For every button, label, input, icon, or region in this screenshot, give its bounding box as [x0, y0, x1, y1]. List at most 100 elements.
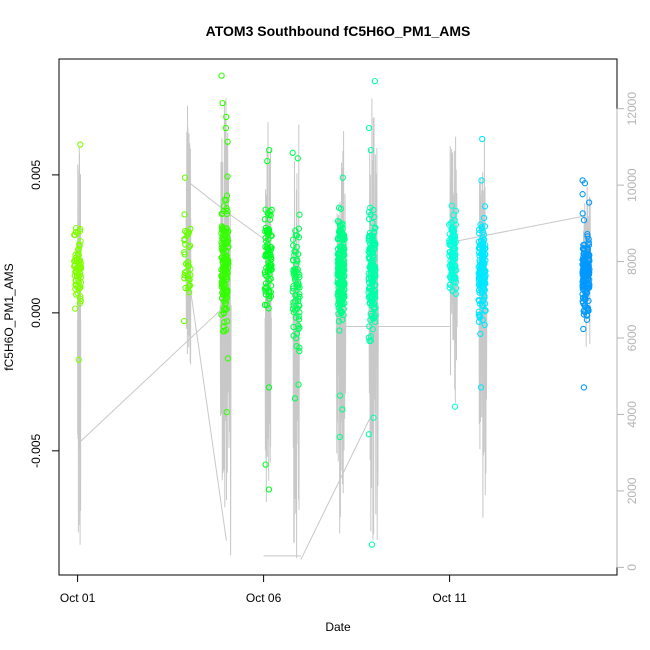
- data-point: [296, 284, 303, 291]
- y2-tick-label: 10000: [625, 168, 639, 202]
- data-point: [296, 348, 303, 355]
- data-point: [291, 252, 298, 259]
- data-point: [365, 208, 373, 216]
- data-point: [291, 274, 298, 281]
- data-point: [480, 276, 487, 283]
- axes-layer: Oct 01 Oct 06 Oct 11 -0.005 0.000 0.005 0 2000 4…: [29, 92, 639, 605]
- data-point: [367, 261, 374, 268]
- data-point: [368, 245, 376, 252]
- data-point: [477, 330, 484, 338]
- data-point: [585, 199, 593, 206]
- data-point: [480, 236, 488, 243]
- data-point: [366, 323, 373, 330]
- x-tick-label: Oct 11: [432, 591, 467, 605]
- data-point: [481, 203, 489, 210]
- data-point: [585, 261, 592, 268]
- data-point: [222, 281, 229, 289]
- data-point: [290, 285, 297, 292]
- y2-tick-label: 12000: [625, 92, 639, 126]
- data-point: [340, 232, 348, 239]
- data-point: [365, 431, 372, 438]
- data-point: [182, 284, 189, 292]
- data-point: [290, 302, 297, 309]
- y-tick-label: 0.000: [29, 298, 43, 328]
- data-point: [369, 278, 377, 285]
- data-point: [336, 249, 343, 256]
- data-point: [341, 266, 348, 274]
- data-point: [293, 261, 300, 268]
- data-point: [482, 241, 489, 249]
- altitude-connector: [188, 280, 227, 541]
- points-layer: [71, 72, 593, 548]
- data-point: [295, 313, 302, 320]
- data-point: [290, 299, 297, 306]
- data-point: [72, 291, 80, 298]
- data-point: [266, 146, 273, 154]
- altitude-flight-trace: [185, 105, 192, 365]
- data-point: [265, 235, 272, 243]
- data-point: [477, 384, 485, 391]
- data-point: [339, 299, 346, 306]
- data-point: [336, 392, 344, 399]
- data-point: [340, 289, 347, 296]
- data-point: [263, 264, 270, 271]
- data-point: [261, 301, 269, 309]
- data-point: [267, 282, 275, 289]
- data-point: [450, 225, 457, 232]
- data-point: [452, 245, 459, 252]
- data-point: [337, 281, 345, 288]
- data-point: [262, 461, 269, 468]
- data-point: [448, 202, 455, 209]
- data-point: [219, 234, 226, 242]
- altitude-connector: [300, 410, 375, 560]
- data-point: [336, 327, 343, 334]
- data-point: [77, 263, 84, 270]
- data-point: [181, 211, 188, 218]
- chart-title: ATOM3 Southbound fC5H6O_PM1_AMS: [206, 23, 471, 39]
- data-point: [580, 384, 588, 391]
- data-point: [75, 248, 82, 255]
- data-point: [482, 251, 489, 258]
- data-point: [220, 274, 227, 281]
- data-point: [223, 318, 231, 325]
- data-point: [475, 277, 483, 284]
- data-point: [447, 242, 454, 249]
- data-point: [266, 265, 273, 272]
- data-point: [335, 204, 343, 211]
- data-point: [292, 276, 299, 284]
- data-point: [267, 212, 274, 219]
- data-point: [223, 409, 230, 416]
- data-point: [336, 433, 343, 441]
- data-point: [580, 307, 587, 314]
- data-point: [339, 274, 346, 281]
- data-point: [71, 262, 79, 269]
- data-point: [336, 262, 344, 269]
- data-point: [181, 174, 189, 181]
- data-point: [478, 177, 485, 184]
- data-point: [368, 541, 376, 548]
- data-point: [185, 243, 193, 251]
- data-point: [296, 274, 303, 281]
- data-point: [450, 275, 457, 282]
- data-point: [476, 297, 483, 305]
- y-axis-label: fC5H6O_PM1_AMS: [2, 263, 16, 370]
- data-point: [218, 72, 225, 79]
- data-point: [292, 314, 300, 321]
- data-point: [264, 228, 271, 235]
- data-point: [262, 280, 270, 287]
- data-point: [75, 356, 82, 363]
- data-point: [292, 232, 299, 239]
- data-point: [265, 287, 272, 295]
- data-point: [77, 279, 85, 286]
- y2-tick-label: 6000: [625, 324, 639, 351]
- data-point: [372, 273, 379, 280]
- data-point: [339, 248, 347, 255]
- data-point: [580, 217, 588, 224]
- data-point: [181, 249, 188, 256]
- data-point: [77, 297, 85, 305]
- data-point: [582, 268, 590, 275]
- data-point: [220, 225, 227, 233]
- data-point: [265, 486, 273, 493]
- altitude-connector: [449, 215, 587, 243]
- data-point: [367, 264, 374, 271]
